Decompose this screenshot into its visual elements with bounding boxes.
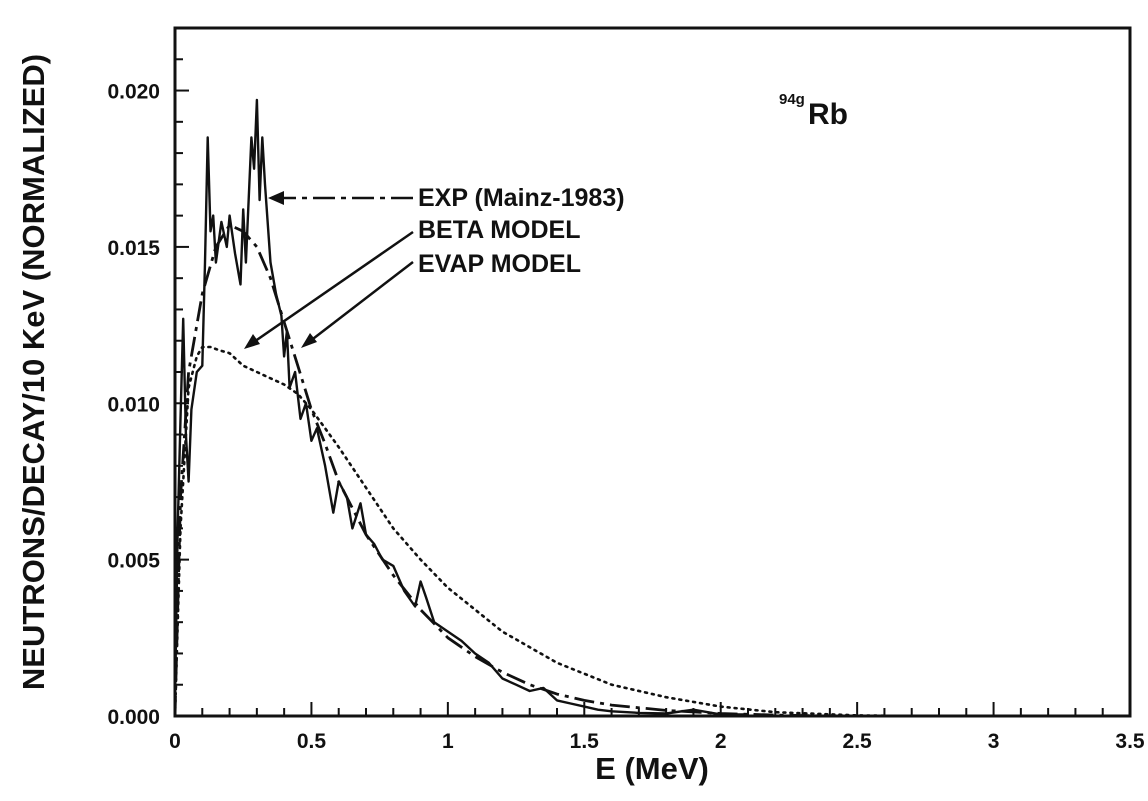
- legend-evap-arrow: [304, 261, 414, 346]
- y-tick-label: 0.020: [107, 81, 160, 104]
- beta-model-line: [173, 223, 830, 718]
- isotope-superscript: 94g: [779, 91, 805, 108]
- legend-beta-arrow: [247, 230, 414, 348]
- x-tick-label: 1.5: [570, 730, 600, 753]
- y-axis-title: NEUTRONS/DECAY/10 KeV (NORMALIZED): [16, 54, 51, 690]
- legend-exp-arrowhead: [268, 191, 284, 205]
- y-axis-ticks: 0.000 0.005 0.010 0.015 0.020: [107, 58, 189, 729]
- evap-model-line: [173, 345, 914, 718]
- x-tick-label: 3.5: [1115, 730, 1145, 753]
- x-tick-label: 0: [169, 730, 181, 753]
- legend: EXP (Mainz-1983) BETA MODEL EVAP MODEL: [244, 184, 625, 349]
- y-tick-label: 0.010: [107, 393, 160, 416]
- y-tick-label: 0.015: [107, 237, 160, 260]
- x-tick-label: 1: [442, 730, 454, 753]
- legend-beta-label: BETA MODEL: [418, 216, 581, 244]
- legend-exp-label: EXP (Mainz-1983): [418, 184, 625, 212]
- x-tick-label: 0.5: [297, 730, 327, 753]
- x-tick-label: 2: [715, 730, 727, 753]
- isotope-symbol: Rb: [808, 98, 848, 131]
- isotope-label: 94g Rb: [779, 91, 848, 131]
- x-tick-label: 3: [988, 730, 1000, 753]
- x-axis-title: E (MeV): [595, 751, 709, 786]
- legend-evap-label: EVAP MODEL: [418, 250, 581, 278]
- y-tick-label: 0.005: [107, 550, 160, 573]
- chart-curves: [173, 98, 914, 718]
- x-axis-ticks: 0 0.5 1 1.5 2 2.5 3 3.5: [169, 702, 1145, 753]
- legend-evap-arrowhead: [301, 333, 317, 348]
- x-tick-label: 2.5: [843, 730, 873, 753]
- y-tick-label: 0.000: [107, 706, 160, 729]
- legend-beta-arrowhead: [244, 334, 260, 349]
